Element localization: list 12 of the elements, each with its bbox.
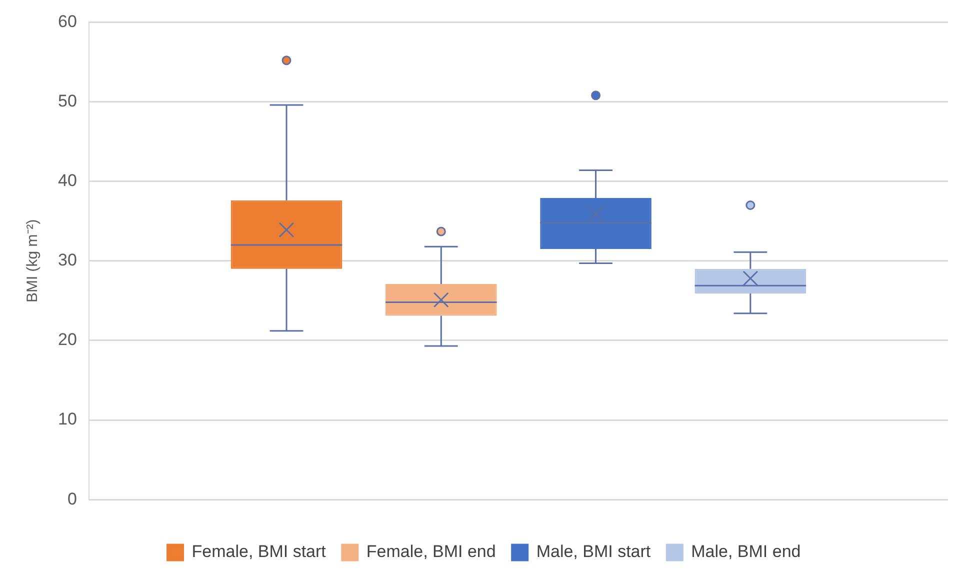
y-tick-label: 60 xyxy=(58,12,77,31)
y-tick-label: 20 xyxy=(58,330,77,350)
legend-label: Female, BMI start xyxy=(192,542,326,562)
y-tick-label: 30 xyxy=(58,250,77,270)
y-tick-label: 0 xyxy=(67,489,77,508)
legend-label: Female, BMI end xyxy=(366,542,496,562)
legend-label: Male, BMI start xyxy=(536,542,651,562)
y-axis-title: BMI (kg m⁻²) xyxy=(24,219,42,303)
y-tick-label: 10 xyxy=(58,410,77,429)
y-tick-label: 50 xyxy=(58,91,77,110)
legend-label: Male, BMI end xyxy=(691,542,801,562)
y-tick-label: 40 xyxy=(58,171,77,190)
